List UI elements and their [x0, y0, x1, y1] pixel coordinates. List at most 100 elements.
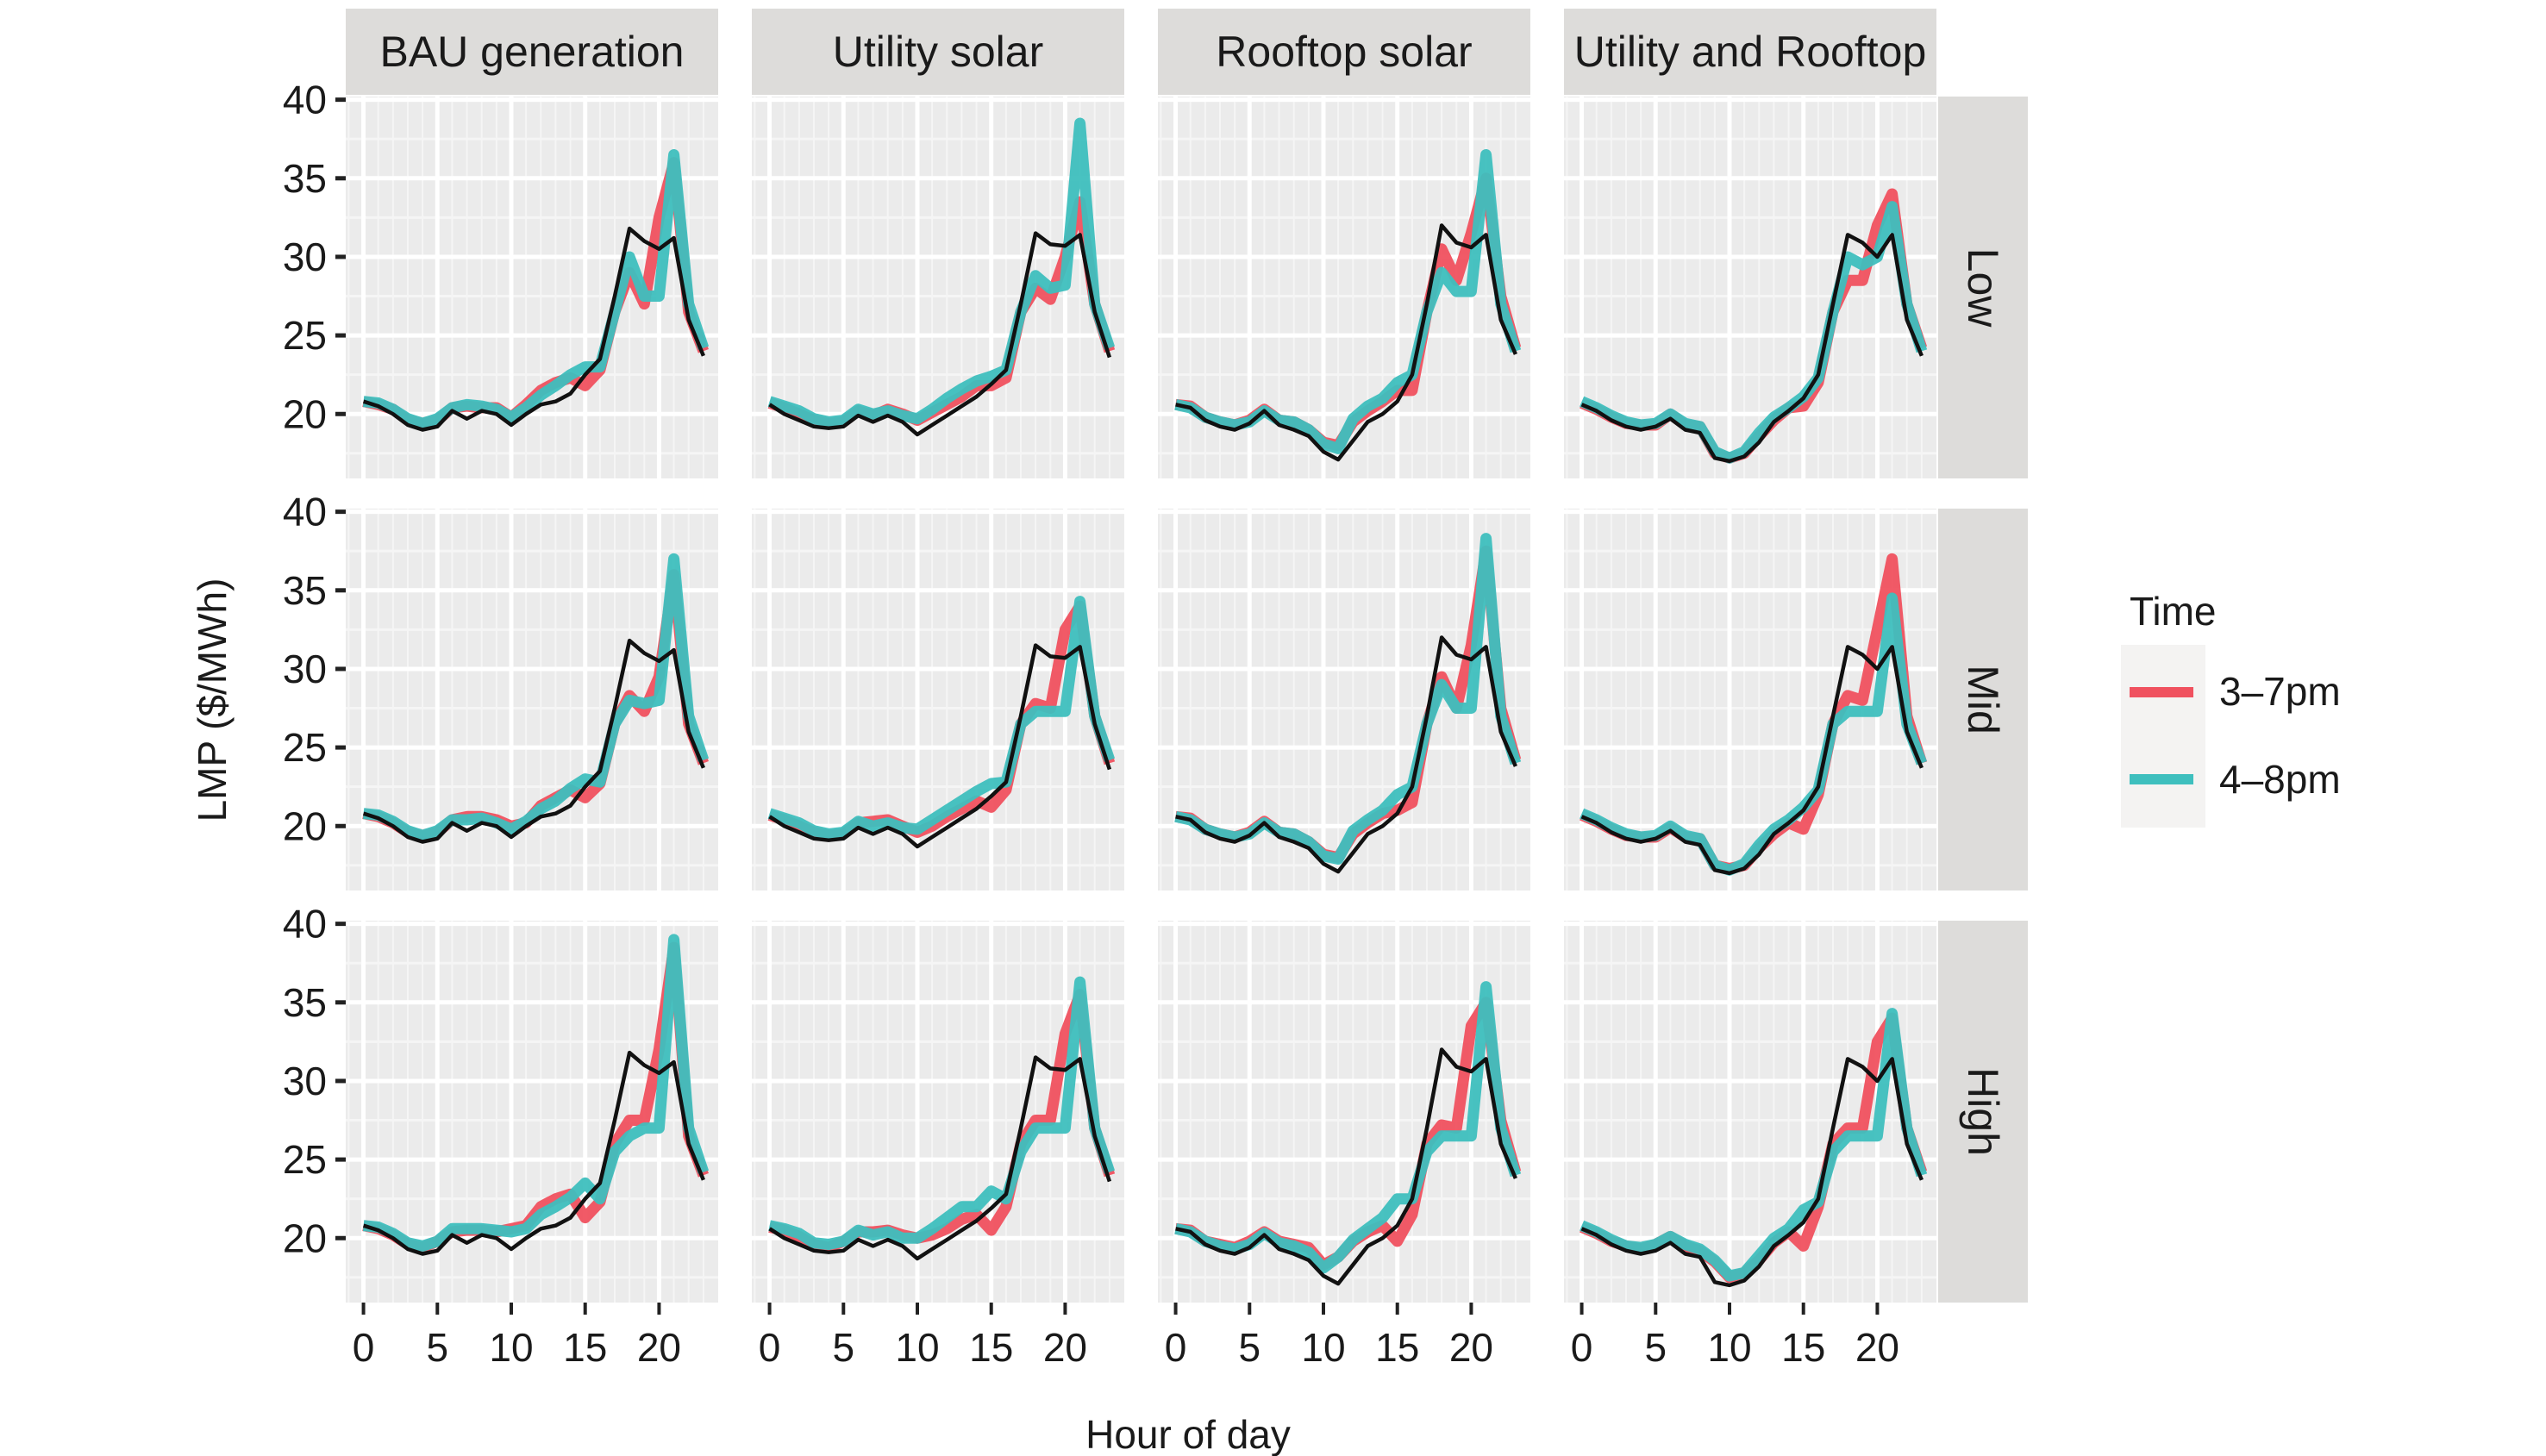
- x-tick-label: 20: [1449, 1325, 1493, 1370]
- x-tick-label: 5: [832, 1325, 854, 1370]
- y-axis-mid: 20 25 30 35 40: [283, 490, 346, 848]
- baseline-line: [1175, 1047, 1517, 1286]
- y-tick-label: 20: [283, 391, 327, 436]
- strip-label: Mid: [1959, 665, 2007, 734]
- baseline-line: [1175, 635, 1517, 874]
- baseline-line: [768, 1055, 1112, 1261]
- baseline-line: [1580, 233, 1924, 464]
- panel-utility-and-rooftop-low: [1564, 97, 1936, 478]
- panel-utility-and-rooftop-high: [1564, 921, 1936, 1303]
- baseline-line: [768, 231, 1112, 437]
- legend-label-4-8pm: 4–8pm: [2219, 757, 2341, 802]
- legend-label-3-7pm: 3–7pm: [2219, 669, 2341, 714]
- strip-label: Low: [1959, 248, 2007, 328]
- strip-background: [1564, 9, 1936, 95]
- y-tick-label: 30: [283, 1059, 327, 1103]
- x-tick-label: 0: [1165, 1325, 1187, 1370]
- strip-label: Utility and Rooftop: [1574, 28, 1927, 76]
- strip-low: Low: [1938, 97, 2028, 478]
- x-tick-label: 0: [1571, 1325, 1593, 1370]
- baseline-line: [768, 643, 1112, 849]
- baseline-line: [362, 1050, 705, 1256]
- panel-utility-solar-low: [752, 97, 1124, 478]
- x-tick-label: 5: [426, 1325, 448, 1370]
- panels: [346, 97, 1936, 1303]
- series-line-4-8pm: [1174, 149, 1522, 454]
- x-axis-bau-generation: 0 5 10 15 20: [353, 1303, 681, 1370]
- x-tick-label: 0: [759, 1325, 781, 1370]
- strip-background: [752, 9, 1124, 95]
- x-tick-label: 10: [1301, 1325, 1345, 1370]
- legend-title: Time: [2130, 589, 2217, 634]
- series-line-4-8pm: [362, 934, 710, 1252]
- panel-bau-generation-mid: [346, 509, 718, 890]
- strip-high: High: [1938, 921, 2028, 1303]
- strip-label: BAU generation: [379, 28, 684, 76]
- y-tick-label: 30: [283, 234, 327, 279]
- y-tick-label: 35: [283, 980, 327, 1025]
- strip-label: Rooftop solar: [1216, 28, 1472, 76]
- strip-utility-and-rooftop: Utility and Rooftop: [1564, 9, 1936, 95]
- y-tick-label: 40: [283, 490, 327, 534]
- baseline-line: [362, 226, 705, 432]
- panel-rooftop-solar-high: [1158, 921, 1530, 1303]
- x-tick-label: 20: [1855, 1325, 1899, 1370]
- x-tick-label: 15: [1375, 1325, 1419, 1370]
- series-line-4-8pm: [1174, 981, 1522, 1274]
- panel-rooftop-solar-mid: [1158, 509, 1530, 890]
- y-axis-low: 20 25 30 35 40: [283, 78, 346, 436]
- y-tick-label: 20: [283, 1215, 327, 1260]
- x-axis-title: Hour of day: [1085, 1412, 1291, 1456]
- y-tick-label: 25: [283, 725, 327, 770]
- series-line-4-8pm: [1174, 533, 1522, 865]
- x-axis-rooftop-solar: 0 5 10 15 20: [1165, 1303, 1493, 1370]
- baseline-line: [1175, 223, 1517, 462]
- y-tick-label: 35: [283, 568, 327, 613]
- strip-bau-generation: BAU generation: [346, 9, 718, 95]
- legend: Time 3–7pm 4–8pm: [2121, 589, 2341, 828]
- strip-background: [1938, 509, 2028, 890]
- y-axis-high: 20 25 30 35 40: [283, 902, 346, 1260]
- baseline-line: [362, 638, 705, 844]
- x-tick-label: 20: [1043, 1325, 1087, 1370]
- x-tick-label: 5: [1238, 1325, 1260, 1370]
- series-line-4-8pm: [767, 117, 1116, 428]
- strip-background: [1938, 97, 2028, 478]
- strip-mid: Mid: [1938, 509, 2028, 890]
- x-axes: 0 5 10 15 20 0 5 10 15 20 0 5 10 15 20 0 5 10 15 20: [353, 1303, 1899, 1370]
- row-strips: Low Mid High: [1938, 97, 2028, 1303]
- y-tick-label: 35: [283, 156, 327, 201]
- series-line-4-8pm: [767, 596, 1116, 840]
- strip-utility-solar: Utility solar: [752, 9, 1124, 95]
- y-tick-label: 25: [283, 313, 327, 358]
- baseline-line: [1580, 645, 1924, 876]
- series-line-4-8pm: [1580, 201, 1928, 464]
- x-tick-label: 15: [1781, 1325, 1825, 1370]
- x-tick-label: 10: [895, 1325, 939, 1370]
- column-strips: BAU generation Utility solar Rooftop solar…: [346, 9, 1936, 95]
- x-tick-label: 5: [1644, 1325, 1667, 1370]
- x-tick-label: 15: [969, 1325, 1013, 1370]
- series-line-4-8pm: [362, 149, 710, 429]
- y-tick-label: 30: [283, 647, 327, 691]
- x-tick-label: 0: [353, 1325, 375, 1370]
- y-tick-label: 25: [283, 1137, 327, 1182]
- panel-utility-solar-mid: [752, 509, 1124, 890]
- panel-bau-generation-high: [346, 921, 718, 1303]
- series-line-4-8pm: [1580, 1008, 1928, 1282]
- y-axis-title: LMP ($/MWh): [190, 578, 235, 822]
- series-line-4-8pm: [1580, 592, 1927, 876]
- panel-bau-generation-low: [346, 97, 718, 478]
- strip-background: [1158, 9, 1530, 95]
- y-tick-label: 20: [283, 803, 327, 848]
- baseline-line: [1580, 1057, 1924, 1288]
- panel-rooftop-solar-low: [1158, 97, 1530, 478]
- y-axes: 20 25 30 35 40 20 25 30 35 40 20 25 30 35 40: [283, 78, 346, 1260]
- x-tick-label: 10: [489, 1325, 533, 1370]
- strip-label: Utility solar: [833, 28, 1043, 76]
- y-tick-label: 40: [283, 78, 327, 122]
- y-tick-label: 40: [283, 902, 327, 947]
- strip-rooftop-solar: Rooftop solar: [1158, 9, 1530, 95]
- x-tick-label: 20: [637, 1325, 681, 1370]
